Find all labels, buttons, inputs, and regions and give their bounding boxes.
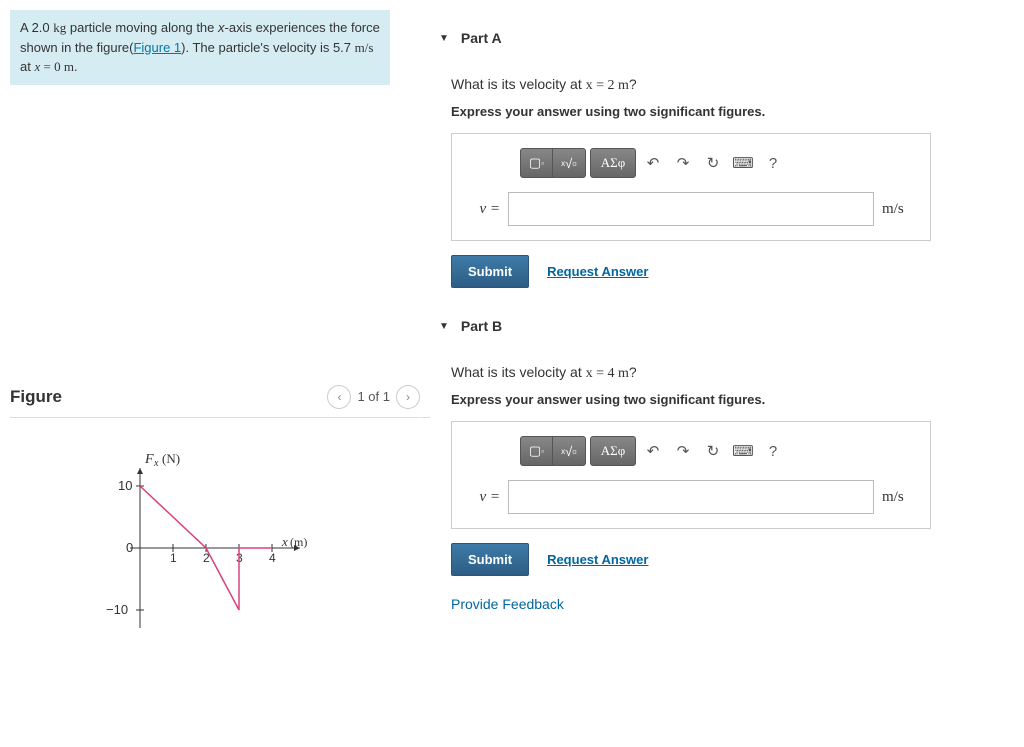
reset-icon[interactable]: ↻ (700, 150, 726, 176)
svg-text:−10: −10 (106, 602, 128, 617)
part-a-instruction: Express your answer using two significan… (451, 104, 1006, 119)
help-icon[interactable]: ? (760, 438, 786, 464)
svg-text:4: 4 (269, 551, 276, 565)
figure-link[interactable]: Figure 1 (133, 40, 181, 55)
greek-button[interactable]: ΑΣφ (591, 437, 635, 465)
figure-pager: ‹ 1 of 1 › (327, 385, 420, 409)
part-a-answer-box: ▢▫ x√▫ ΑΣφ ↶ ↷ ↻ ⌨ ? v = (451, 133, 931, 241)
svg-text:10: 10 (118, 478, 132, 493)
part-a-question: What is its velocity at x = 2 m? (451, 76, 1006, 94)
templates-button[interactable]: ▢▫ (521, 437, 553, 465)
provide-feedback-link[interactable]: Provide Feedback (451, 596, 1024, 612)
part-b-header[interactable]: ▼ Part B (421, 308, 1024, 344)
redo-icon[interactable]: ↷ (670, 150, 696, 176)
svg-text:(m): (m) (290, 535, 307, 549)
pager-text: 1 of 1 (357, 389, 390, 404)
part-a-unit-label: m/s (882, 201, 912, 218)
help-icon[interactable]: ? (760, 150, 786, 176)
root-button[interactable]: x√▫ (553, 149, 585, 177)
svg-text:0: 0 (126, 540, 133, 555)
part-b-answer-input[interactable] (508, 480, 874, 514)
undo-icon[interactable]: ↶ (640, 150, 666, 176)
equation-toolbar: ▢▫ x√▫ ΑΣφ ↶ ↷ ↻ ⌨ ? (470, 148, 912, 178)
root-button[interactable]: x√▫ (553, 437, 585, 465)
part-b-question: What is its velocity at x = 4 m? (451, 364, 1006, 382)
figure-graph: F x (N) 10 0 −10 1 2 3 (70, 448, 430, 651)
undo-icon[interactable]: ↶ (640, 438, 666, 464)
part-a-request-answer-link[interactable]: Request Answer (547, 264, 648, 279)
svg-text:F: F (144, 452, 154, 467)
reset-icon[interactable]: ↻ (700, 438, 726, 464)
equation-toolbar: ▢▫ x√▫ ΑΣφ ↶ ↷ ↻ ⌨ ? (470, 436, 912, 466)
templates-button[interactable]: ▢▫ (521, 149, 553, 177)
svg-text:1: 1 (170, 551, 177, 565)
part-b-request-answer-link[interactable]: Request Answer (547, 552, 648, 567)
part-b-unit-label: m/s (882, 489, 912, 506)
problem-text: A 2.0 (20, 20, 53, 35)
part-b-answer-box: ▢▫ x√▫ ΑΣφ ↶ ↷ ↻ ⌨ ? v = (451, 421, 931, 529)
part-b-title: Part B (461, 318, 502, 334)
redo-icon[interactable]: ↷ (670, 438, 696, 464)
part-b-instruction: Express your answer using two significan… (451, 392, 1006, 407)
problem-statement: A 2.0 kg particle moving along the x-axi… (10, 10, 390, 85)
svg-text:x: x (281, 534, 288, 549)
part-b-submit-button[interactable]: Submit (451, 543, 529, 576)
keyboard-icon[interactable]: ⌨ (730, 150, 756, 176)
figure-title: Figure (10, 387, 62, 407)
chevron-down-icon: ▼ (439, 33, 449, 44)
chevron-down-icon: ▼ (439, 321, 449, 332)
part-a-header[interactable]: ▼ Part A (421, 20, 1024, 56)
part-a-title: Part A (461, 30, 502, 46)
next-figure-button[interactable]: › (396, 385, 420, 409)
figure-panel: Figure ‹ 1 of 1 › F x (N) 10 (10, 385, 430, 651)
svg-text:(N): (N) (162, 451, 180, 466)
part-b-var-label: v = (470, 489, 500, 506)
part-a-submit-button[interactable]: Submit (451, 255, 529, 288)
part-a-var-label: v = (470, 201, 500, 218)
prev-figure-button[interactable]: ‹ (327, 385, 351, 409)
part-b: ▼ Part B What is its velocity at x = 4 m… (421, 308, 1024, 576)
keyboard-icon[interactable]: ⌨ (730, 438, 756, 464)
part-a: ▼ Part A What is its velocity at x = 2 m… (421, 20, 1024, 288)
svg-text:x: x (153, 458, 159, 469)
greek-button[interactable]: ΑΣφ (591, 149, 635, 177)
part-a-answer-input[interactable] (508, 192, 874, 226)
